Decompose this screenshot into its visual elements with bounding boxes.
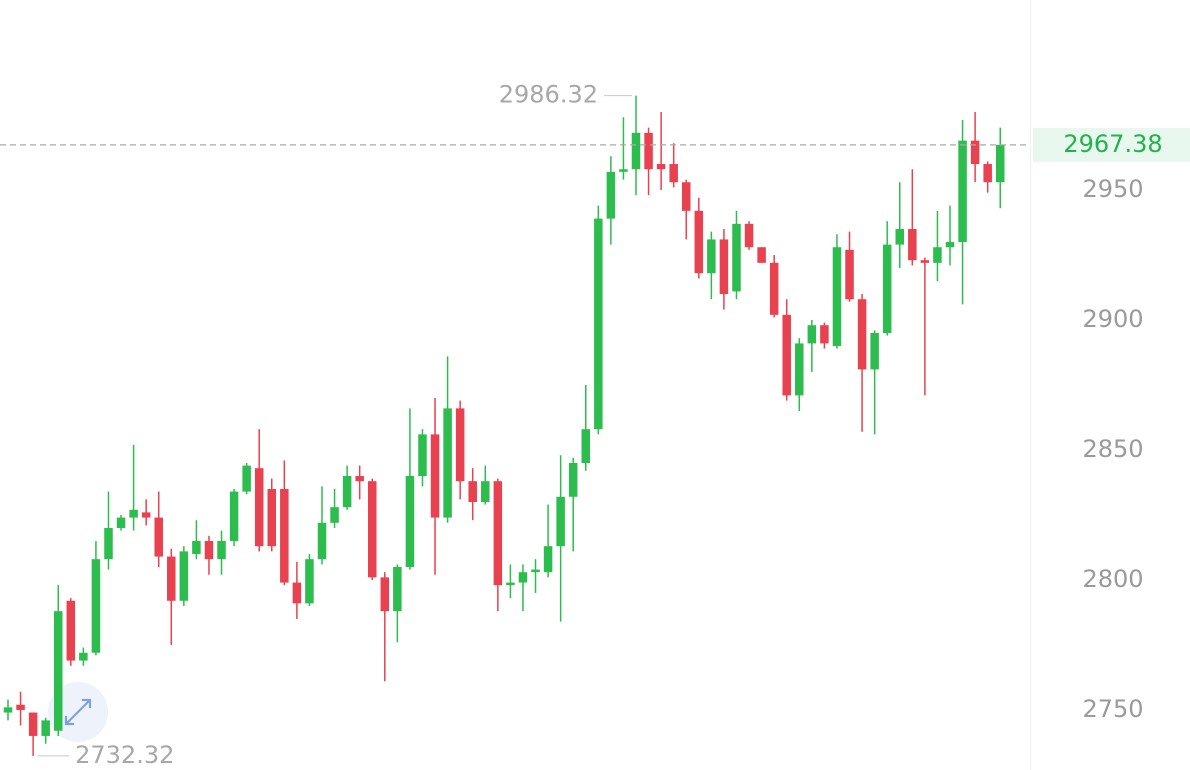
candle-body [418,434,427,476]
expand-icon [64,698,92,726]
candle-body [556,496,565,547]
candle-body [543,546,553,573]
candle-body [594,218,603,430]
y-tick-label: 2950 [1082,175,1143,203]
candle-body [154,517,163,557]
candle-body [757,247,766,263]
candle-body [832,247,842,347]
candle-body [493,481,503,586]
candle-body [531,569,540,573]
candle-body [292,582,302,604]
candle-body [732,223,741,292]
candle-body [393,566,402,612]
candle-body [820,325,829,344]
candle-body [79,652,88,661]
candle-body [317,522,327,560]
high-annotation: 2986.32 [499,81,598,109]
candle-body [367,481,377,578]
candle-body [958,140,967,243]
candle-body [330,507,339,523]
candle-body [129,509,138,518]
candle-body [217,540,226,560]
candle-body [744,223,754,248]
candle-body [443,408,452,518]
candle-body [882,244,892,334]
candle-body [91,559,101,653]
candle-body [204,540,214,560]
candle-body [707,239,716,274]
candle-body [380,577,390,612]
candle-body [242,465,251,492]
candle-body [995,144,1005,183]
y-tick-label: 2750 [1082,695,1143,723]
candle-body [870,333,879,370]
candle-body [506,582,515,586]
candle-body [167,556,176,601]
candle-body [568,462,578,497]
candle-body [782,314,791,396]
candle-body [719,239,729,295]
candle-body [141,512,151,518]
candle-body [192,540,201,554]
candle-body [104,527,113,560]
candle-body [908,229,917,261]
candle-body [807,325,817,344]
candle-body [769,262,779,315]
candle-body [606,171,616,219]
expand-button[interactable] [48,682,108,742]
candle-body [53,611,63,731]
candle-body [581,429,591,463]
candle-body [518,572,528,583]
candle-body [3,707,13,713]
candle-body [619,169,628,172]
candle-body [254,468,264,547]
candle-body [895,229,905,245]
candle-body [631,132,641,170]
candle-body [229,491,239,541]
candle-body [41,720,50,736]
candle-body [983,164,992,183]
last-price-box [1033,127,1190,162]
candle-body [481,481,490,502]
candle-body [28,712,38,736]
candle-body [795,343,804,396]
candle-body [179,551,189,601]
candle-body [681,182,691,211]
candle-body [845,249,854,300]
candle-body [66,600,76,661]
candle-body [644,132,653,170]
candle-body [116,517,126,528]
candle-body [857,299,867,370]
candle-body [656,164,666,170]
candle-body [280,488,289,583]
last-price-label: 2967.38 [1063,130,1162,158]
candle-body [267,488,277,547]
candle-body [430,434,440,518]
candle-body [669,164,678,183]
candle-body [305,559,314,604]
candle-body [970,140,980,165]
y-tick-label: 2800 [1082,565,1143,593]
candle-body [933,247,942,263]
candle-body [468,481,477,502]
candle-body [920,260,930,263]
candle-body [694,210,704,274]
y-tick-label: 2900 [1082,305,1143,333]
candle-body [355,475,364,482]
y-tick-label: 2850 [1082,435,1143,463]
candle-body [455,408,465,482]
low-annotation: 2732.32 [75,741,174,769]
candle-body [342,475,352,508]
candle-body [405,475,415,567]
candle-body [16,704,25,710]
candle-body [945,242,955,248]
